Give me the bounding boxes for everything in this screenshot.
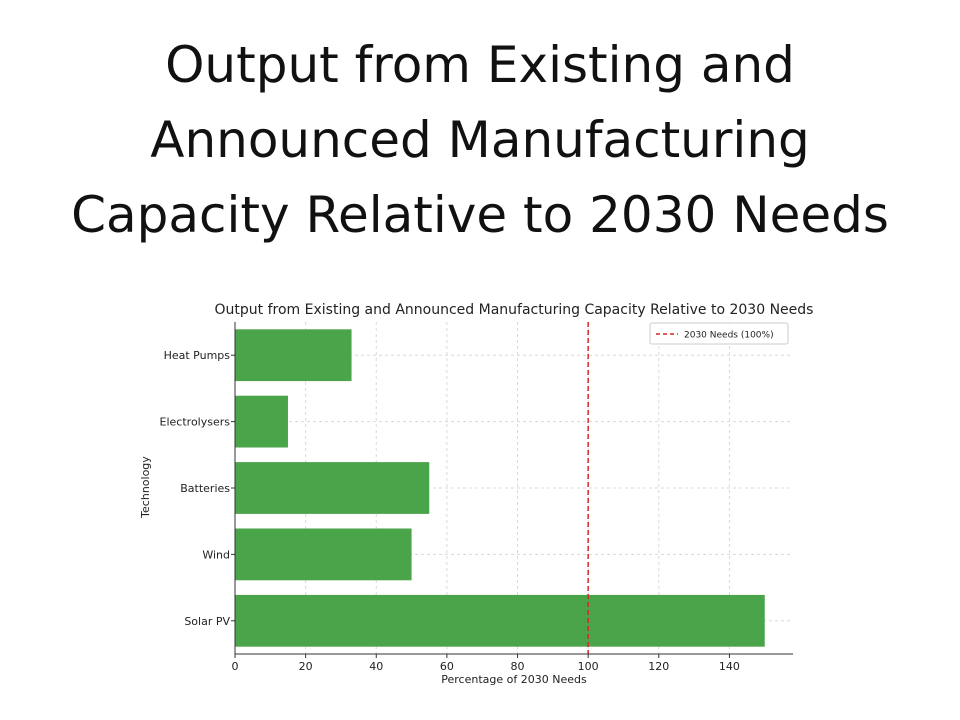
- y-tick-label: Wind: [202, 548, 230, 561]
- axes: [231, 322, 793, 658]
- bar: [235, 594, 765, 647]
- bar: [235, 528, 412, 581]
- x-axis-label: Percentage of 2030 Needs: [441, 673, 587, 686]
- bar: [235, 462, 430, 514]
- x-tick-label: 20: [299, 660, 313, 673]
- legend-box: [649, 322, 789, 345]
- legend: 2030 Needs (100%): [649, 322, 789, 345]
- x-tick-label: 0: [232, 660, 239, 673]
- tick-labels: 0 20 40 60 80 100 120 140 Heat Pumps Electrolyser…: [160, 349, 740, 673]
- x-tick-label: 80: [511, 660, 525, 673]
- y-tick-label: Solar PV: [184, 615, 230, 628]
- legend-label: 2030 Needs (100%): [684, 331, 774, 341]
- y-tick-label: Electrolysers: [160, 416, 231, 429]
- x-tick-label: 60: [440, 660, 454, 673]
- chart-title: Output from Existing and Announced Manuf…: [215, 302, 814, 318]
- x-tick-label: 140: [719, 660, 740, 673]
- bars: [235, 329, 765, 647]
- y-axis-label: Technology: [139, 456, 152, 519]
- slide-title: Output from Existing and Announced Manuf…: [71, 36, 889, 244]
- y-tick-label: Batteries: [180, 482, 230, 495]
- x-tick-label: 120: [648, 660, 669, 673]
- x-tick-label: 100: [578, 660, 599, 673]
- y-tick-label: Heat Pumps: [164, 349, 231, 362]
- bar: [235, 329, 352, 382]
- bar: [235, 395, 288, 448]
- x-tick-label: 40: [369, 660, 383, 673]
